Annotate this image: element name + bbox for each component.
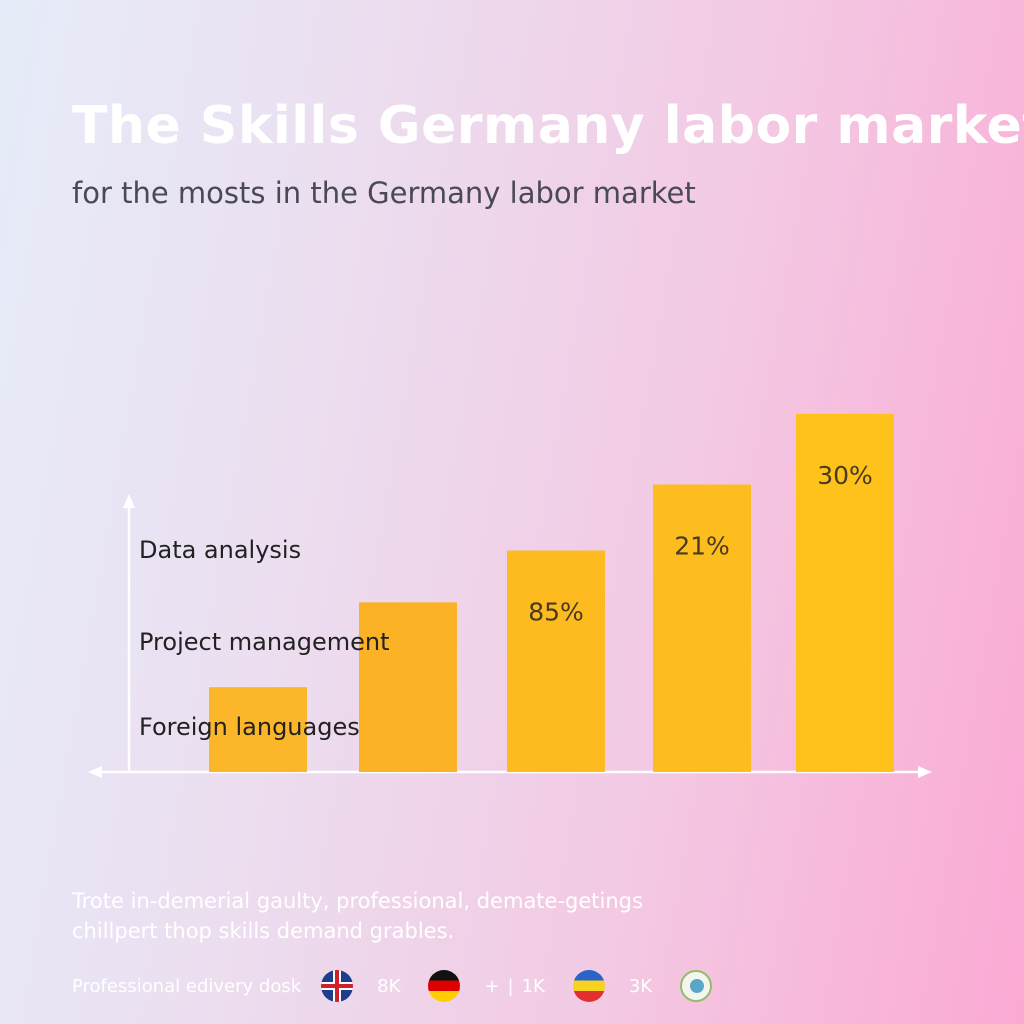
y-axis-label-3: Foreign languages [139,713,360,741]
footer-count-de-extra: 1K [521,975,545,997]
bar-value-label-4: 21% [674,532,730,561]
y-axis-arrow [123,494,135,508]
footer-label: Professional edivery dosk [72,975,302,997]
bar-2 [359,602,457,772]
footnote-line-2: chillpert thop skills demand grables. [72,919,455,943]
footer-bar: Professional edivery dosk 8K + | 1K 3K [72,966,736,1006]
footer-count-uk: 8K [377,975,401,997]
footnote-line-1: Trote in-demerial gaulty, professional, … [72,889,643,913]
bar-1 [209,687,307,772]
bar-value-label-5: 30% [817,461,873,490]
romania-flag-icon [572,970,605,1002]
bar-5 [796,413,894,772]
chart-title: The Skills Germany labor market [72,96,1024,156]
bar-4 [653,484,751,772]
bar-value-label-3: 85% [528,598,584,627]
y-axis-label-1: Data analysis [139,536,301,564]
chart-subtitle: for the mosts in the Germany labor marke… [72,176,696,210]
bar-3 [507,550,605,772]
footer-count-ro: 3K [628,975,653,997]
globe-icon [680,970,713,1002]
x-axis-arrow-left [88,766,102,778]
footer-divider: | [507,975,514,997]
y-axis-label-2: Project management [139,628,390,656]
germany-flag-icon [428,970,461,1002]
footer-count-de: + [484,975,500,997]
x-axis-arrow-right [918,766,932,778]
uk-flag-icon [321,970,354,1002]
footnote: Trote in-demerial gaulty, professional, … [72,886,643,946]
